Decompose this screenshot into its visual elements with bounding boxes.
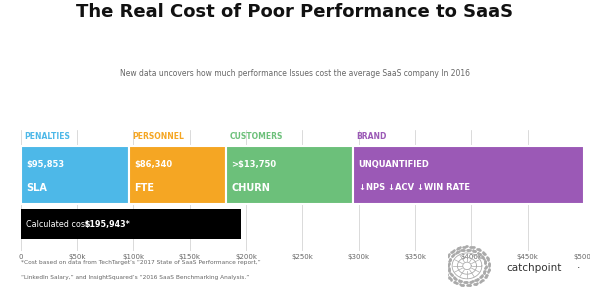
Text: $86,340: $86,340 — [135, 160, 172, 169]
Text: Calculated cost: Calculated cost — [27, 220, 91, 229]
Text: The Real Cost of Poor Performance to SaaS: The Real Cost of Poor Performance to Saa… — [77, 3, 513, 21]
Text: ↓NPS ↓ACV ↓WIN RATE: ↓NPS ↓ACV ↓WIN RATE — [359, 184, 470, 192]
Bar — [353, 146, 584, 204]
Text: BRAND: BRAND — [356, 132, 387, 141]
Text: $95,853: $95,853 — [27, 160, 64, 169]
Bar — [129, 146, 226, 204]
Text: FTE: FTE — [135, 183, 155, 193]
Bar — [21, 146, 129, 204]
Bar — [21, 209, 241, 239]
Text: “LinkedIn Salary,” and InsightSquared’s “2016 SaaS Benchmarking Analysis.”: “LinkedIn Salary,” and InsightSquared’s … — [21, 275, 249, 279]
Text: >$13,750: >$13,750 — [232, 160, 277, 169]
Text: *Cost based on data from TechTarget’s “2017 State of SaaS Performance report,”: *Cost based on data from TechTarget’s “2… — [21, 260, 260, 265]
Text: PENALTIES: PENALTIES — [24, 132, 70, 141]
Text: SLA: SLA — [27, 183, 47, 193]
Text: $195,943*: $195,943* — [85, 220, 130, 229]
Bar — [226, 146, 353, 204]
Text: CHURN: CHURN — [232, 183, 270, 193]
Text: PERSONNEL: PERSONNEL — [132, 132, 184, 141]
Text: catchpoint: catchpoint — [506, 263, 562, 273]
Text: UNQUANTIFIED: UNQUANTIFIED — [359, 160, 430, 169]
Text: CUSTOMERS: CUSTOMERS — [230, 132, 283, 141]
Text: ·: · — [577, 263, 581, 273]
Text: New data uncovers how much performance Issues cost the average SaaS company In 2: New data uncovers how much performance I… — [120, 69, 470, 78]
